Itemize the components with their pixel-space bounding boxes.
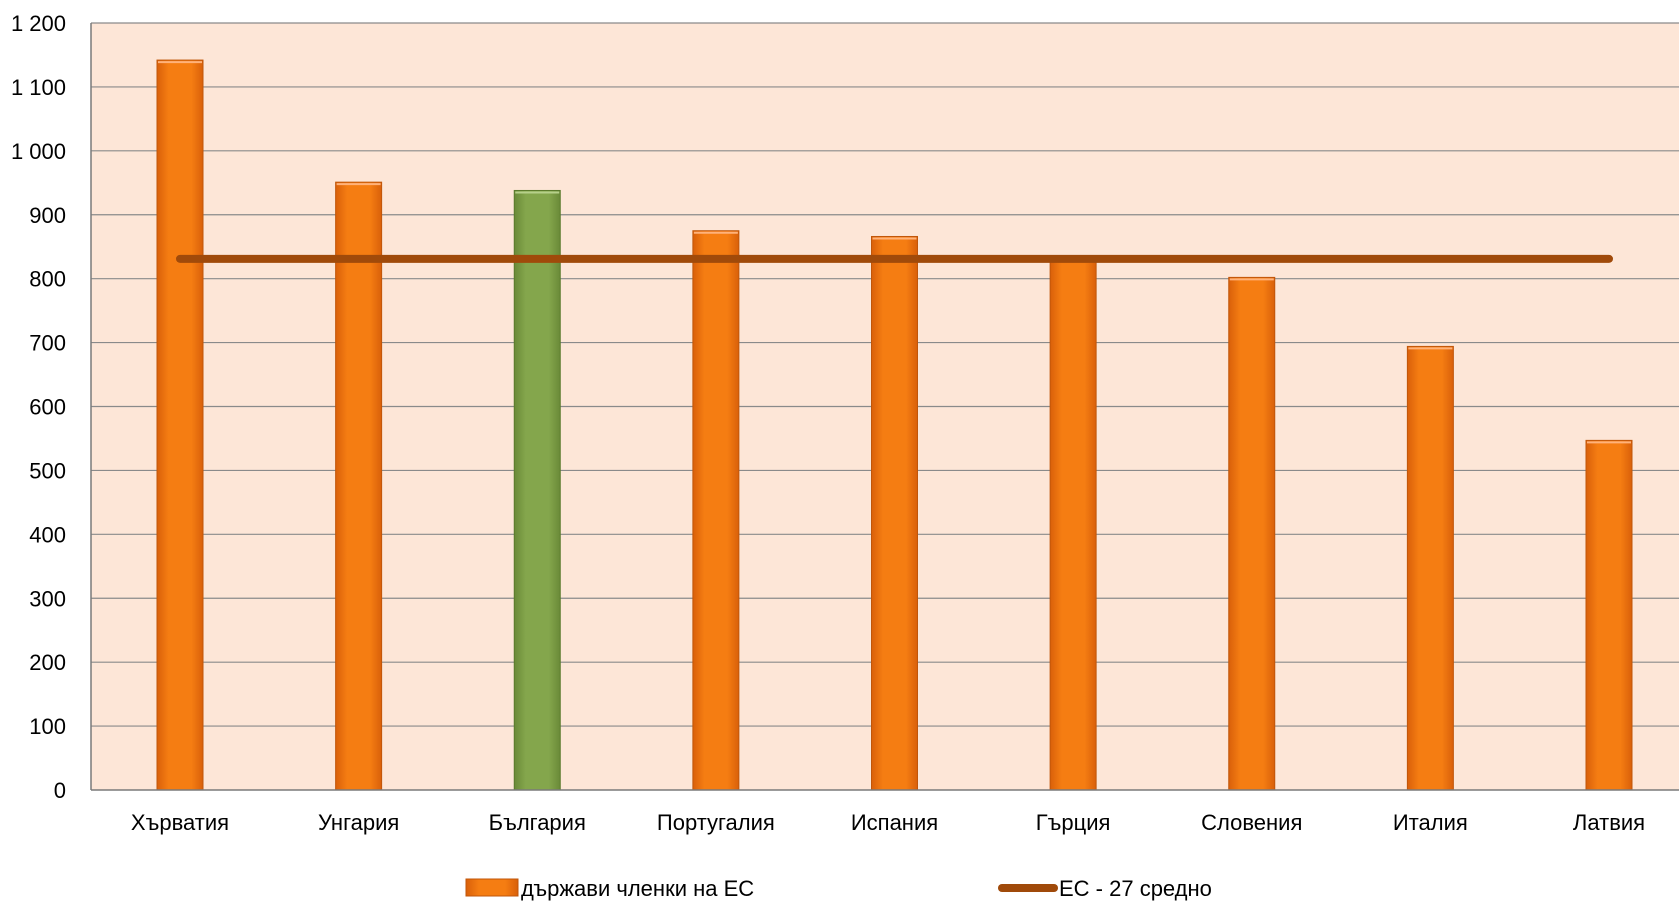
bar xyxy=(871,235,918,791)
y-tick-label: 700 xyxy=(29,331,66,356)
bar xyxy=(1049,258,1097,791)
y-tick-label: 200 xyxy=(29,650,66,675)
bar xyxy=(1228,276,1276,791)
x-tick-label: Гърция xyxy=(1036,810,1111,835)
y-tick-label: 600 xyxy=(29,395,66,420)
y-axis-ticks: 0 100 200 300 400 500 600 700 800 900 1 000 1 100 1 … xyxy=(11,11,66,803)
y-tick-label: 0 xyxy=(54,778,66,803)
x-tick-label: Испания xyxy=(851,810,938,835)
x-tick-label: Португалия xyxy=(657,810,775,835)
axes xyxy=(90,23,1679,791)
bar xyxy=(1585,439,1633,791)
y-tick-label: 300 xyxy=(29,586,66,611)
legend: държави членки на ЕС ЕС - 27 средно xyxy=(465,876,1212,901)
y-tick-label: 500 xyxy=(29,458,66,483)
x-tick-label: Словения xyxy=(1201,810,1302,835)
bars xyxy=(156,59,1633,791)
legend-label-line: ЕС - 27 средно xyxy=(1059,876,1212,901)
x-tick-label: Хърватия xyxy=(131,810,229,835)
bar xyxy=(1406,345,1454,791)
bar xyxy=(156,59,204,791)
x-axis-ticks: Хърватия Унгария България Португалия Испания… xyxy=(131,810,1645,835)
legend-label-bars: държави членки на ЕС xyxy=(521,876,754,901)
y-tick-label: 1 100 xyxy=(11,75,66,100)
bar xyxy=(692,230,740,791)
y-tick-label: 400 xyxy=(29,522,66,547)
x-tick-label: Унгария xyxy=(318,810,399,835)
legend-bar-swatch xyxy=(465,878,519,897)
bar xyxy=(335,181,383,791)
bar xyxy=(513,189,561,791)
x-tick-label: Италия xyxy=(1393,810,1468,835)
x-tick-label: България xyxy=(489,810,586,835)
y-tick-label: 100 xyxy=(29,714,66,739)
y-tick-label: 800 xyxy=(29,267,66,292)
y-tick-label: 900 xyxy=(29,203,66,228)
y-tick-label: 1 200 xyxy=(11,11,66,36)
y-tick-label: 1 000 xyxy=(11,139,66,164)
x-tick-label: Латвия xyxy=(1573,810,1645,835)
